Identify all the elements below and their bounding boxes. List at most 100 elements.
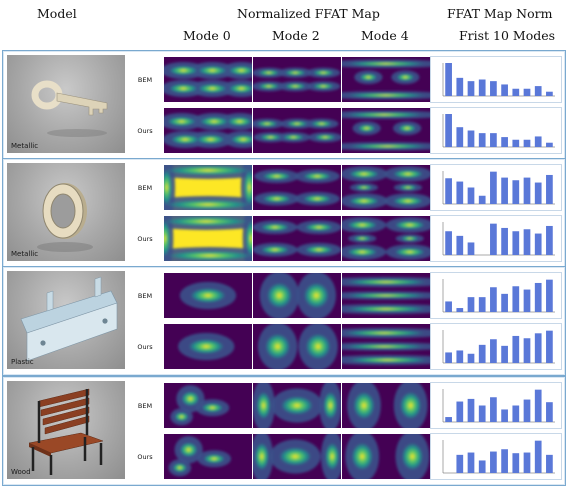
bar-mode-9 (546, 402, 553, 422)
material-label: Metallic (11, 142, 39, 150)
bench-render-image: Wood (7, 381, 125, 479)
ffat-map-bem-mode-2 (253, 165, 341, 210)
bar-mode-4 (490, 397, 497, 422)
model-block-ring: Metallic BEM Ours (2, 158, 566, 268)
bar-mode-2 (467, 353, 475, 363)
norm-bar-chart-bem (430, 382, 562, 429)
ffat-map-ours-mode-4 (342, 324, 430, 369)
bar-mode-9 (546, 225, 553, 255)
row-label-ours: Ours (137, 234, 153, 243)
ffat-map-ours-mode-4 (342, 108, 430, 153)
ffat-map-ours-mode-4 (342, 216, 430, 261)
material-label: Plastic (11, 358, 34, 366)
bar-mode-8 (534, 86, 542, 96)
header-normalized-ffat-map: Normalized FFAT Map (237, 6, 380, 21)
header-ffat-map-norm: FFAT Map Norm (447, 6, 553, 21)
bar-mode-9 (546, 279, 553, 312)
bar-mode-2 (467, 452, 475, 473)
bar-mode-1 (456, 401, 464, 422)
bar-mode-3 (478, 133, 486, 147)
ffat-map-bem-mode-2 (253, 57, 341, 102)
norm-bar-chart-ours (430, 107, 562, 154)
ffat-map-ours-mode-0 (164, 216, 252, 261)
bar-mode-6 (512, 139, 520, 147)
bar-mode-2 (467, 242, 475, 255)
ffat-map-bem-mode-2 (253, 383, 341, 428)
header-mode-4: Mode 4 (361, 28, 409, 43)
bar-mode-3 (478, 405, 486, 422)
bar-mode-4 (490, 287, 497, 312)
norm-bar-chart-ours (430, 323, 562, 370)
bar-mode-3 (478, 344, 486, 363)
bar-mode-4 (490, 81, 497, 96)
bar-mode-8 (534, 389, 542, 422)
plate-render-image: Plastic (7, 271, 125, 369)
bar-mode-8 (534, 182, 542, 204)
bar-mode-6 (512, 231, 520, 255)
bar-mode-0 (445, 231, 452, 255)
bar-mode-2 (467, 81, 475, 96)
ffat-map-bem-mode-0 (164, 273, 252, 318)
bar-mode-5 (501, 84, 508, 96)
bar-mode-9 (546, 142, 553, 147)
header-first-10-modes: Frist 10 Modes (459, 28, 556, 43)
bar-mode-0 (445, 301, 452, 312)
bar-mode-4 (490, 451, 497, 473)
ffat-map-ours-mode-0 (164, 324, 252, 369)
bar-mode-5 (501, 177, 508, 204)
bar-mode-8 (534, 282, 542, 312)
bar-mode-0 (445, 417, 452, 422)
bar-mode-9 (546, 454, 553, 473)
ffat-map-ours-mode-2 (253, 434, 341, 479)
bar-mode-0 (445, 114, 452, 147)
bar-mode-8 (534, 233, 542, 255)
bar-mode-8 (534, 333, 542, 363)
bar-mode-1 (456, 181, 464, 204)
bar-mode-1 (456, 127, 464, 147)
bar-mode-3 (478, 297, 486, 312)
row-label-bem: BEM (137, 183, 153, 192)
model-block-key: Metallic BEM Ours (2, 50, 566, 160)
bar-mode-9 (546, 330, 553, 363)
bar-mode-0 (445, 63, 452, 96)
row-label-bem: BEM (137, 291, 153, 300)
bar-mode-0 (445, 178, 452, 204)
ffat-map-ours-mode-4 (342, 434, 430, 479)
norm-bar-chart-ours (430, 215, 562, 262)
norm-bar-chart-bem (430, 272, 562, 319)
row-label-bem: BEM (137, 75, 153, 84)
bar-mode-6 (512, 180, 520, 204)
bar-mode-2 (467, 130, 475, 147)
ffat-map-bem-mode-4 (342, 57, 430, 102)
bar-mode-6 (512, 405, 520, 422)
ring-render-image: Metallic (7, 163, 125, 261)
bar-mode-6 (512, 286, 520, 312)
ffat-map-ours-mode-0 (164, 434, 252, 479)
bar-mode-4 (490, 223, 497, 255)
bar-mode-5 (501, 409, 508, 422)
row-label-ours: Ours (137, 342, 153, 351)
row-label-bem: BEM (137, 401, 153, 410)
bar-mode-6 (512, 88, 520, 96)
bar-mode-3 (478, 460, 486, 473)
model-block-bench: Wood BEM Ours (2, 376, 566, 486)
model-block-plate: Plastic BEM Ours (2, 266, 566, 376)
ffat-map-bem-mode-4 (342, 383, 430, 428)
bar-mode-8 (534, 136, 542, 147)
bar-mode-5 (501, 449, 508, 473)
header-mode-0: Mode 0 (183, 28, 231, 43)
material-label: Wood (11, 468, 31, 476)
norm-bar-chart-bem (430, 56, 562, 103)
row-label-ours: Ours (137, 452, 153, 461)
bar-mode-2 (467, 398, 475, 422)
bar-mode-1 (456, 77, 464, 96)
bar-mode-6 (512, 335, 520, 363)
norm-bar-chart-ours (430, 433, 562, 480)
bar-mode-4 (490, 171, 497, 204)
bar-mode-5 (501, 137, 508, 147)
ffat-map-bem-mode-2 (253, 273, 341, 318)
bar-mode-7 (523, 289, 531, 312)
material-label: Metallic (11, 250, 39, 258)
bar-mode-0 (445, 352, 452, 363)
bar-mode-7 (523, 139, 531, 147)
